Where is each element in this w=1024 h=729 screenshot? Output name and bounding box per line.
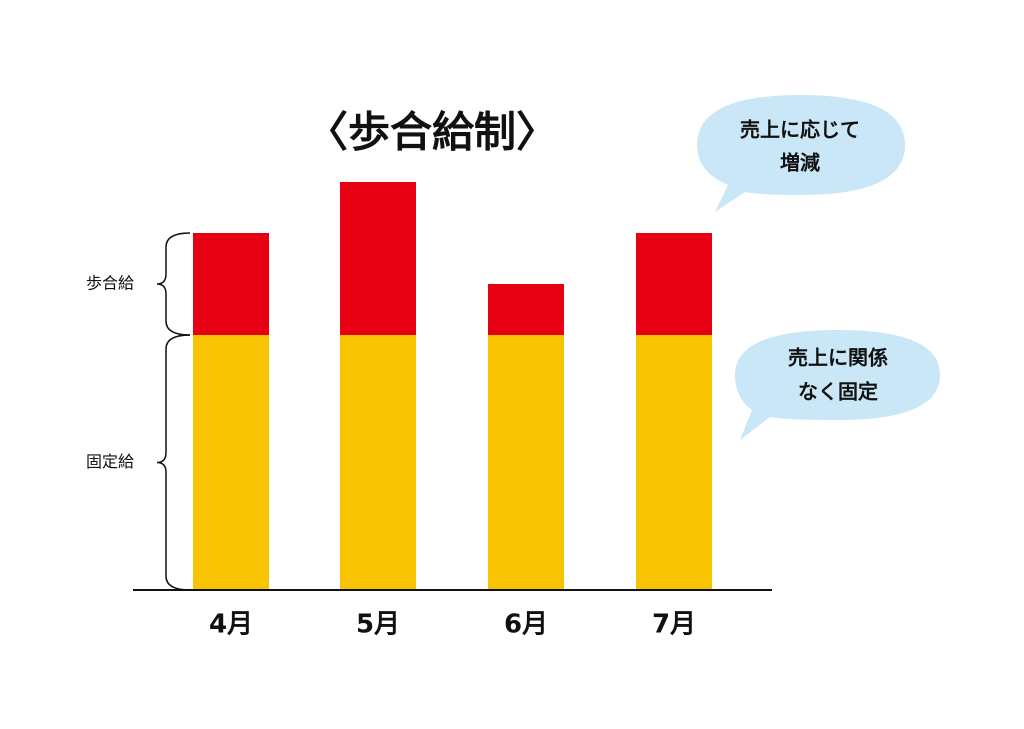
callout-text: 売上に関係 xyxy=(788,346,888,370)
callout-text: 売上に応じて xyxy=(740,118,860,142)
legend-label: 固定給 xyxy=(86,452,134,471)
bar-segment xyxy=(193,233,269,335)
x-tick-label: 6月 xyxy=(504,610,548,640)
bar-segment xyxy=(193,335,269,590)
x-tick-label: 4月 xyxy=(209,610,253,640)
callout-bubble xyxy=(697,95,905,212)
bar-segment xyxy=(488,284,564,335)
callout-text: なく固定 xyxy=(798,380,878,404)
bar-segment xyxy=(636,233,712,335)
legend-label: 歩合給 xyxy=(86,274,134,293)
x-tick-label: 7月 xyxy=(652,610,696,640)
bar-segment xyxy=(340,182,416,335)
bar-segment xyxy=(340,335,416,590)
bar-segment xyxy=(636,335,712,590)
x-tick-label: 5月 xyxy=(356,610,400,640)
brace xyxy=(156,232,191,336)
chart-title: 〈歩合給制〉 xyxy=(306,108,558,157)
callout-text: 増減 xyxy=(780,151,820,175)
brace xyxy=(156,334,191,591)
bar-segment xyxy=(488,335,564,590)
callout-bubble xyxy=(735,330,940,440)
